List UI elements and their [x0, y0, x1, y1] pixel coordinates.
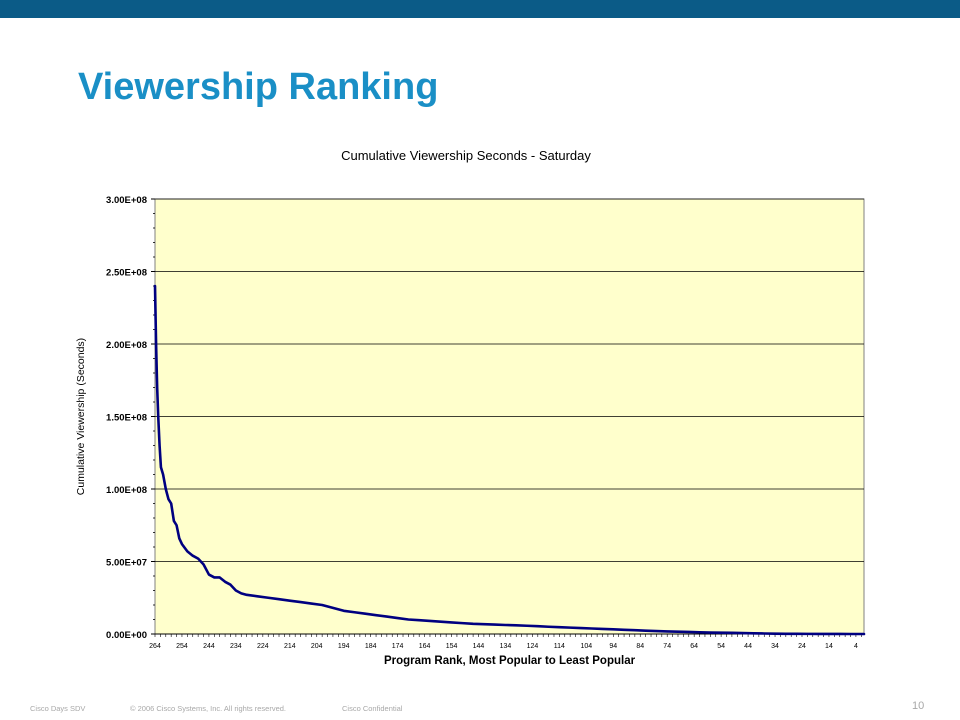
x-tick-label: 124 [527, 643, 539, 650]
x-tick-label: 174 [392, 643, 404, 650]
y-tick-label: 2.00E+08 [106, 340, 147, 351]
x-tick-label: 114 [554, 643, 565, 650]
y-tick-label: 1.50E+08 [106, 413, 147, 424]
x-tick-label: 164 [419, 643, 431, 650]
x-tick-label: 94 [609, 643, 617, 650]
footer-confidential: Cisco Confidential [342, 704, 403, 713]
chart-root: Cumulative Viewership Seconds - Saturday… [75, 148, 866, 667]
y-tick-label: 3.00E+08 [106, 195, 147, 206]
top-banner-bar [0, 0, 960, 18]
x-tick-label: 194 [338, 643, 350, 650]
x-tick-label: 144 [473, 643, 485, 650]
y-tick-label: 5.00E+07 [106, 558, 147, 569]
y-tick-label: 0.00E+00 [106, 630, 147, 641]
x-tick-label: 224 [257, 643, 269, 650]
series-line [153, 284, 866, 636]
x-tick-label: 74 [663, 643, 671, 650]
x-tick-label: 4 [854, 643, 858, 650]
x-tick-label: 84 [636, 643, 644, 650]
chart-title: Cumulative Viewership Seconds - Saturday [341, 148, 591, 163]
x-tick-label: 34 [771, 643, 779, 650]
x-tick-label: 64 [690, 643, 698, 650]
y-tick-label: 2.50E+08 [106, 268, 147, 279]
footer-copyright: © 2006 Cisco Systems, Inc. All rights re… [130, 704, 287, 713]
y-tick-label: 1.00E+08 [106, 485, 147, 496]
x-tick-label: 154 [446, 643, 458, 650]
x-tick-label: 104 [580, 643, 592, 650]
y-axis-title: Cumulative Viewership (Seconds) [75, 338, 87, 495]
x-tick-label: 14 [825, 643, 833, 650]
page-number: 10 [912, 700, 925, 712]
x-tick-label: 254 [176, 643, 188, 650]
x-tick-label: 204 [311, 643, 323, 650]
viewership-chart: Cumulative Viewership Seconds - Saturday… [75, 148, 866, 667]
x-tick-label: 234 [230, 643, 242, 650]
x-tick-label: 184 [365, 643, 377, 650]
x-tick-label: 24 [798, 643, 806, 650]
x-tick-label: 134 [500, 643, 512, 650]
x-axis-title: Program Rank, Most Popular to Least Popu… [384, 655, 636, 667]
x-tick-label: 244 [203, 643, 215, 650]
x-tick-label: 264 [149, 643, 161, 650]
x-tick-label: 44 [744, 643, 752, 650]
x-tick-label: 214 [284, 643, 296, 650]
slide-title: Viewership Ranking [78, 66, 439, 108]
x-tick-label: 54 [717, 643, 725, 650]
footer-event: Cisco Days SDV [30, 704, 86, 713]
